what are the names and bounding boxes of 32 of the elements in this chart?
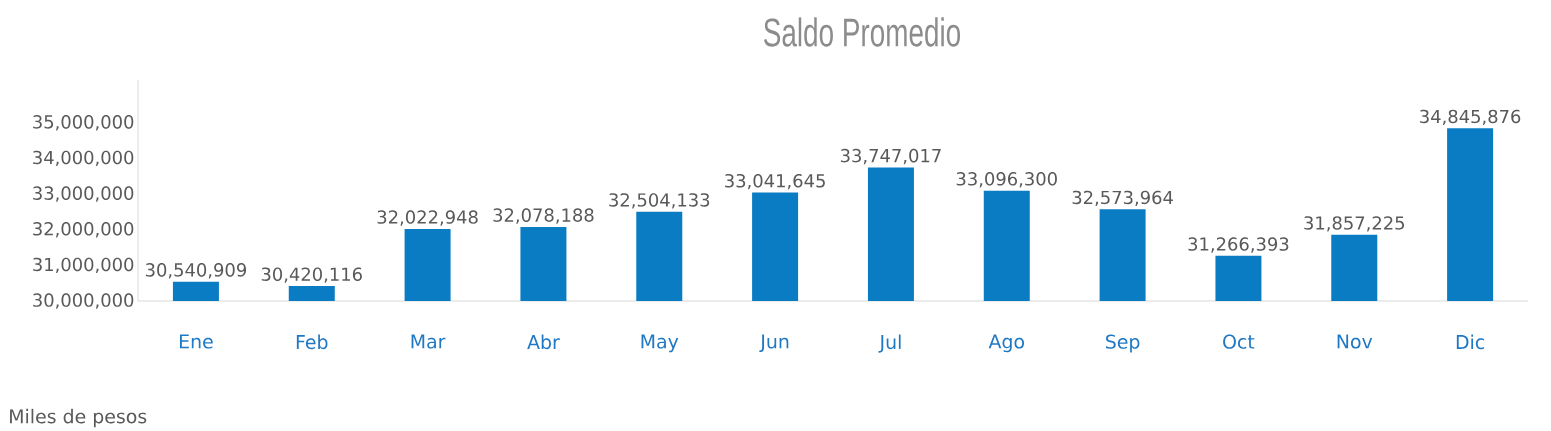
x-tick-label: Jun — [759, 334, 789, 353]
x-tick-label: Nov — [1337, 334, 1373, 349]
data-label: 32,078,188 — [493, 208, 594, 224]
data-label: 32,504,133 — [609, 193, 710, 209]
data-label: 32,573,964 — [1072, 190, 1173, 207]
text: Miles de pesos — [10, 408, 147, 428]
data-label: 33,096,300 — [956, 172, 1057, 188]
x-tick-label: Abr — [527, 334, 560, 350]
x-tick-label: Jul — [878, 334, 901, 353]
chart-title: Saldo Promedio — [764, 17, 961, 47]
x-tick-label: Feb — [296, 334, 328, 350]
x-tick-label: May — [641, 334, 679, 353]
data-label: 30,540,909 — [145, 263, 246, 279]
x-tick-label: Oct — [1223, 334, 1255, 349]
x-tick-label: Mar — [411, 334, 446, 349]
y-tick-label: 33,000,000 — [33, 186, 134, 202]
data-label: 31,266,393 — [1188, 237, 1289, 253]
data-label: 33,041,645 — [725, 173, 825, 190]
y-tick-label: 32,000,000 — [33, 222, 134, 238]
y-tick-label: 30,000,000 — [33, 293, 134, 309]
y-tick-label: 35,000,000 — [33, 115, 134, 131]
data-label: 34,845,876 — [1420, 109, 1521, 126]
data-label: 32,022,948 — [377, 210, 478, 226]
data-label: 30,420,116 — [261, 267, 362, 283]
x-tick-label: Ene — [179, 334, 213, 349]
x-tick-label: Dic — [1456, 334, 1485, 350]
data-label: 33,747,017 — [840, 148, 941, 165]
y-tick-label: 34,000,000 — [33, 150, 134, 167]
y-tick-label: 31,000,000 — [33, 257, 134, 274]
x-tick-label: Sep — [1106, 334, 1140, 353]
data-label: 31,857,225 — [1304, 216, 1405, 232]
x-tick-label: Ago — [988, 334, 1025, 353]
